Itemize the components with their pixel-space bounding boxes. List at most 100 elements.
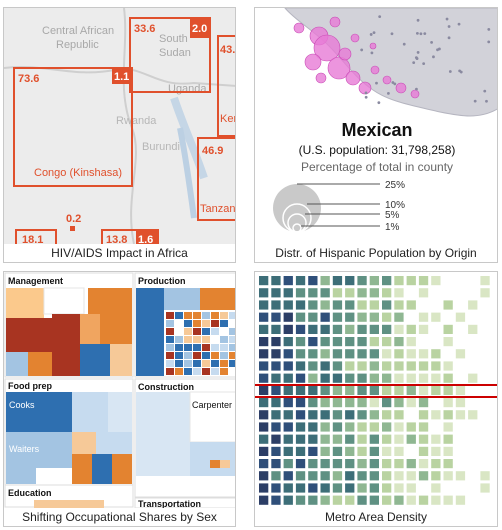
- tm-cell: [136, 326, 164, 376]
- density-cell: [259, 422, 269, 432]
- density-cell: [406, 446, 416, 456]
- tile-metro-density[interactable]: Metro Area Density: [254, 271, 498, 527]
- label-production: Production: [138, 276, 186, 286]
- density-cell: [431, 446, 441, 456]
- density-cell: [369, 446, 379, 456]
- density-cell: [394, 410, 404, 420]
- map-bubble: [382, 75, 392, 85]
- density-cell: [431, 495, 441, 505]
- map-bubble: [370, 65, 380, 75]
- tile-occupational-shares[interactable]: Management Production Food prep Cooks Wa…: [3, 271, 236, 527]
- density-cell: [295, 483, 306, 493]
- density-cell: [406, 361, 416, 371]
- tm-cell: [6, 392, 72, 432]
- box-13-8-fill: [136, 230, 158, 244]
- mosaic-cell: [184, 360, 192, 367]
- mosaic-cell: [166, 352, 174, 359]
- mosaic-cell: [175, 344, 183, 351]
- density-cell: [418, 373, 429, 383]
- density-cell: [480, 434, 490, 444]
- density-cell: [468, 312, 478, 322]
- mosaic-cell: [184, 328, 192, 335]
- map-dot: [432, 55, 435, 59]
- density-cell: [308, 398, 318, 408]
- map-dot: [447, 36, 451, 40]
- density-cell: [259, 434, 269, 444]
- density-cell: [345, 471, 355, 481]
- density-cell: [443, 300, 453, 310]
- label-management: Management: [8, 276, 63, 286]
- density-cell: [369, 422, 379, 432]
- tile-hiv-aids[interactable]: Central African Republic South Sudan Uga…: [3, 7, 236, 263]
- mosaic-cell: [166, 320, 174, 327]
- label-carpenters: Carpenter: [192, 400, 232, 410]
- density-cell: [382, 434, 392, 444]
- density-cell: [295, 446, 306, 456]
- mosaic-cell: [193, 320, 201, 327]
- density-cell: [295, 337, 306, 347]
- tm-cell: [136, 288, 164, 326]
- density-cell: [271, 276, 281, 286]
- density-cell: [283, 459, 293, 469]
- caption-hiv-aids[interactable]: HIV/AIDS Impact in Africa: [51, 246, 188, 260]
- density-cell: [283, 385, 293, 395]
- density-cell: [308, 471, 318, 481]
- density-cell: [320, 495, 330, 505]
- density-cell: [320, 471, 330, 481]
- box-18-1: [15, 229, 57, 244]
- density-cell: [259, 410, 269, 420]
- density-cell: [283, 312, 293, 322]
- mosaic-cell: [175, 360, 183, 367]
- density-cell: [480, 483, 490, 493]
- density-cell: [283, 349, 293, 359]
- box-kenya: [217, 35, 235, 137]
- mosaic-cell: [166, 336, 174, 343]
- mosaic-cell: [184, 368, 192, 375]
- density-cell: [295, 276, 306, 286]
- caption-occupational-shares[interactable]: Shifting Occupational Shares by Sex: [22, 510, 217, 524]
- mosaic-cell: [220, 368, 228, 375]
- density-cell: [259, 385, 269, 395]
- density-cell: [382, 300, 392, 310]
- density-cell: [308, 434, 318, 444]
- map-bubble: [304, 53, 322, 71]
- density-cell: [418, 361, 429, 371]
- density-cell: [345, 324, 355, 334]
- density-cell: [394, 349, 404, 359]
- density-cell: [259, 288, 269, 298]
- caption-metro-density[interactable]: Metro Area Density: [324, 510, 428, 524]
- mosaic-cell: [166, 312, 174, 319]
- density-grid-svg: [255, 276, 497, 505]
- density-cell: [431, 459, 441, 469]
- density-cell: [283, 300, 293, 310]
- map-dot: [364, 91, 368, 95]
- tm-cell: [72, 454, 92, 484]
- density-cell: [431, 398, 441, 408]
- density-cell: [308, 276, 318, 286]
- map-dot: [485, 99, 488, 103]
- value-13-8: 13.8: [106, 234, 127, 244]
- density-cell: [418, 288, 429, 298]
- density-cell: [468, 373, 478, 383]
- caption-hispanic-population[interactable]: Distr. of Hispanic Population by Origin: [275, 246, 477, 260]
- density-cell: [431, 312, 441, 322]
- density-cell: [418, 495, 429, 505]
- density-cell: [295, 300, 306, 310]
- mosaic-cell: [193, 360, 201, 367]
- mosaic-cell: [175, 352, 183, 359]
- density-cell: [369, 385, 379, 395]
- label-congo: Congo (Kinshasa): [34, 167, 122, 179]
- density-cell: [480, 288, 490, 298]
- density-cell: [369, 398, 379, 408]
- mosaic-cell: [166, 328, 174, 335]
- density-cell: [406, 337, 416, 347]
- density-cell: [283, 446, 293, 456]
- density-cell: [332, 373, 343, 383]
- mosaic-cell: [211, 352, 219, 359]
- density-cell: [431, 385, 441, 395]
- density-cell: [418, 434, 429, 444]
- production-mosaic: [166, 312, 235, 375]
- density-cell: [468, 324, 478, 334]
- density-cell: [418, 300, 429, 310]
- tile-hispanic-population[interactable]: Mexican (U.S. population: 31,798,258) Pe…: [254, 7, 498, 263]
